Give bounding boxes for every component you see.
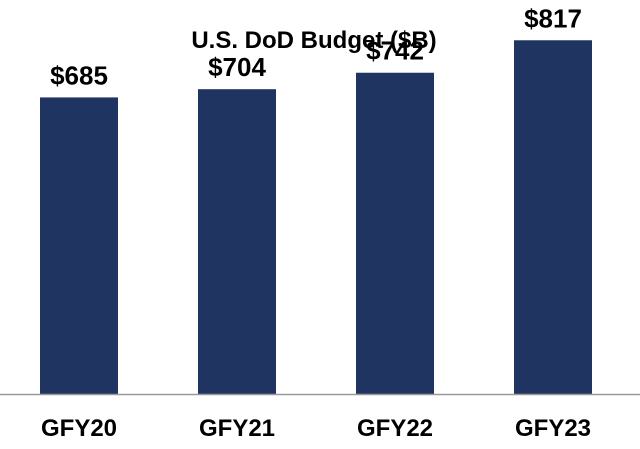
bar-gfy21 [198, 89, 276, 394]
bar-gfy20 [40, 97, 118, 395]
value-label-gfy23: $817 [524, 3, 582, 33]
category-label-gfy23: GFY23 [515, 415, 591, 442]
value-label-gfy21: $704 [208, 52, 266, 82]
bar-gfy22 [356, 72, 434, 394]
value-label-gfy22: $742 [366, 36, 424, 66]
category-label-gfy22: GFY22 [357, 415, 433, 442]
bars-group [40, 40, 592, 395]
category-label-gfy20: GFY20 [41, 415, 117, 442]
category-label-gfy21: GFY21 [199, 415, 275, 442]
bar-gfy23 [514, 40, 592, 395]
value-label-gfy20: $685 [50, 60, 108, 90]
category-labels-group: GFY20 GFY21 GFY22 GFY23 [41, 415, 591, 442]
chart-title: U.S. DoD Budget ($B) [191, 27, 436, 54]
value-labels-group: $685 $704 $742 $817 [50, 3, 582, 90]
